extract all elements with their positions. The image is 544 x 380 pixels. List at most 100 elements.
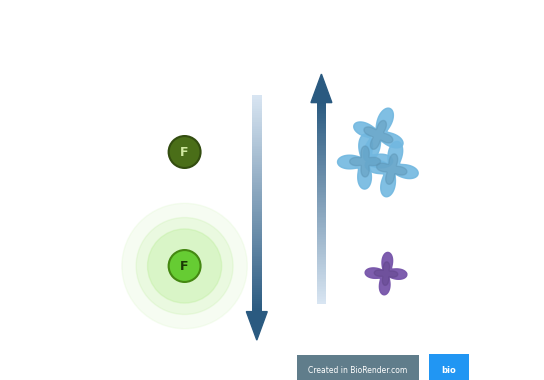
Polygon shape [311,74,332,103]
Bar [252,250,262,252]
Bar [317,111,326,113]
Bar [252,160,262,162]
Bar [252,203,262,205]
Bar [252,266,262,268]
Bar [252,301,262,302]
Bar [252,279,262,281]
Bar [252,287,262,288]
Bar [252,211,262,212]
Bar [252,200,262,201]
Bar [252,131,262,133]
Bar [252,142,262,144]
Bar [317,158,326,160]
Bar [252,243,262,245]
Bar [317,235,326,237]
Bar [252,95,262,97]
Bar [317,247,326,249]
Bar [252,178,262,180]
Bar [317,153,326,155]
Bar [317,228,326,230]
Bar [252,274,262,275]
Bar [317,168,326,170]
Bar [317,237,326,239]
Bar [317,203,326,205]
Bar [317,302,326,304]
Text: bio: bio [441,366,456,375]
Bar [317,135,326,136]
Bar [252,109,262,111]
Bar [317,116,326,118]
Bar [252,182,262,184]
Bar [252,225,262,227]
Bar [252,167,262,169]
Bar [252,205,262,207]
Bar [317,218,326,220]
Bar [252,174,262,176]
Polygon shape [350,146,381,177]
Bar [252,245,262,247]
Bar [317,150,326,151]
Bar [317,222,326,223]
Bar [317,182,326,183]
Circle shape [136,217,233,315]
Bar [252,249,262,250]
Bar [317,215,326,217]
Bar [252,140,262,142]
Bar [252,135,262,136]
Bar [317,192,326,193]
Bar [252,146,262,147]
Bar [317,264,326,265]
Bar [317,294,326,296]
Bar [317,276,326,277]
Bar [252,153,262,155]
Bar [317,210,326,212]
Bar [252,117,262,119]
Bar [317,297,326,299]
Bar [252,157,262,158]
Bar [317,267,326,269]
Bar [317,160,326,162]
Bar [252,221,262,223]
Bar [252,268,262,270]
Bar [317,195,326,196]
Bar [317,178,326,180]
Bar [252,126,262,128]
Bar [252,129,262,131]
Polygon shape [365,252,407,295]
Bar [317,188,326,190]
Bar [252,283,262,285]
Bar [317,124,326,126]
Bar [252,302,262,304]
Bar [317,155,326,156]
Bar [317,245,326,247]
Bar [317,108,326,109]
Bar [252,276,262,277]
Bar [252,106,262,108]
Bar [317,271,326,272]
Bar [252,252,262,254]
Bar [252,258,262,259]
Bar [252,304,262,306]
Bar [317,254,326,255]
Bar [252,230,262,232]
Bar [252,196,262,198]
Bar [252,263,262,265]
Bar [252,272,262,274]
Bar [317,285,326,287]
Polygon shape [364,120,393,149]
Bar [317,202,326,203]
Bar [317,166,326,168]
Bar [317,214,326,215]
Bar [252,149,262,151]
Polygon shape [365,141,418,197]
Bar [317,239,326,240]
Bar [317,119,326,121]
Bar [252,155,262,157]
Bar [317,227,326,228]
Bar [317,138,326,139]
Bar [317,187,326,188]
Bar [252,285,262,287]
Bar [317,136,326,138]
Bar [317,265,326,267]
Bar [252,218,262,220]
